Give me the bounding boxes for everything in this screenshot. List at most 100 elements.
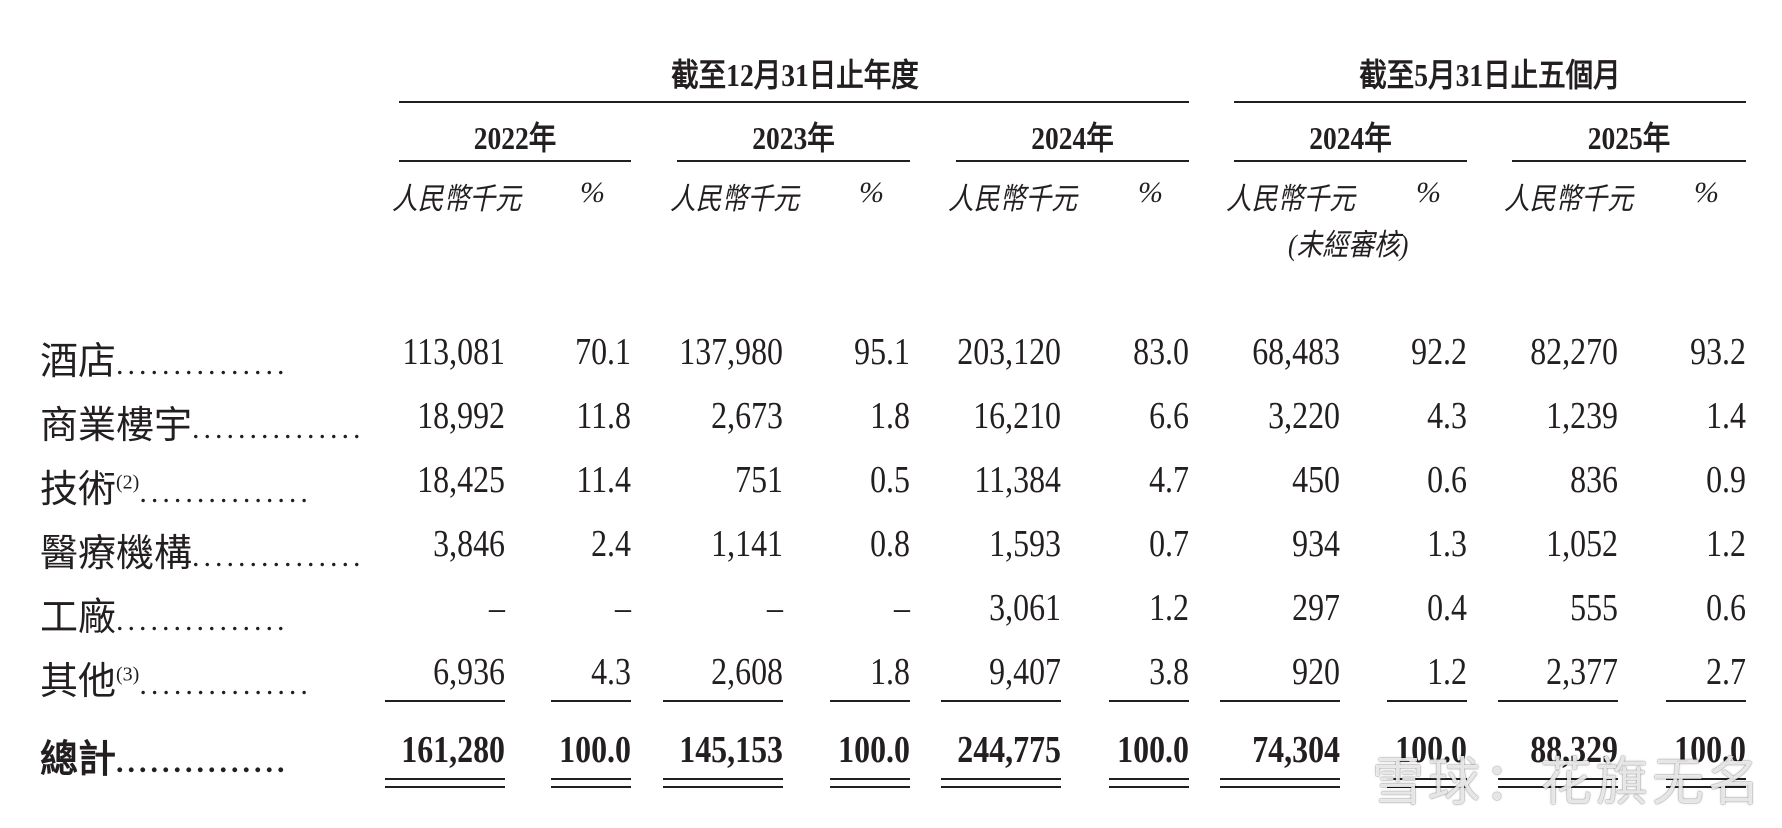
table-cell: 70.1 [575, 331, 631, 373]
total-double-rule [385, 778, 505, 780]
total-double-rule [1109, 786, 1189, 788]
group-rule-annual [399, 101, 1189, 103]
table-cell: 1.2 [1149, 587, 1189, 629]
table-cell: 82,270 [1530, 331, 1618, 373]
subtotal-rule [1220, 700, 1340, 702]
year-rule-2022 [399, 160, 631, 162]
table-cell: 0.6 [1706, 587, 1746, 629]
year-header-2022: 2022年 [473, 120, 557, 156]
table-cell: 18,425 [417, 459, 505, 501]
table-cell: 11.4 [576, 459, 631, 501]
table-cell: 0.6 [1427, 459, 1467, 501]
table-cell: 11,384 [974, 459, 1061, 501]
table-cell: – [615, 587, 631, 629]
table-cell: 0.4 [1427, 587, 1467, 629]
pct-label-2024-annual: % [1138, 176, 1163, 209]
total-cell: 88,329 [1530, 729, 1618, 771]
unaudited-note: (未經審核) [1288, 229, 1409, 262]
table-cell: 3.8 [1149, 651, 1189, 693]
total-double-rule [1666, 778, 1746, 780]
table-cell: 1,141 [711, 523, 783, 565]
row-label-hotel: 酒店............... [40, 341, 289, 383]
total-double-rule [1498, 778, 1618, 780]
total-cell: 100.0 [1395, 729, 1467, 771]
pct-label-2023: % [859, 176, 884, 209]
table-cell: 16,210 [973, 395, 1061, 437]
table-cell: 836 [1570, 459, 1618, 501]
total-double-rule [1387, 786, 1467, 788]
total-cell: 100.0 [1674, 729, 1746, 771]
table-cell: 1.4 [1706, 395, 1746, 437]
total-double-rule [1387, 778, 1467, 780]
table-cell: 3,846 [433, 523, 505, 565]
subtotal-rule [1109, 700, 1189, 702]
row-label-factory: 工廠............... [40, 597, 289, 639]
total-double-rule [830, 778, 910, 780]
unit-label-2023: 人民幣千元 [670, 183, 799, 216]
total-double-rule [1220, 778, 1340, 780]
table-cell: 297 [1292, 587, 1340, 629]
table-cell: 3,061 [989, 587, 1061, 629]
table-cell: 1,593 [989, 523, 1061, 565]
table-cell: 3,220 [1268, 395, 1340, 437]
table-cell: 4.3 [1427, 395, 1467, 437]
total-cell: 145,153 [679, 729, 783, 771]
table-cell: 1.8 [870, 395, 910, 437]
pct-label-2025: % [1694, 176, 1719, 209]
table-cell: 1,052 [1546, 523, 1618, 565]
group-rule-five-months [1234, 101, 1746, 103]
watermark-text: 雪球：花旗无名 [1372, 753, 1765, 813]
table-cell: 920 [1292, 651, 1340, 693]
table-cell: 92.2 [1411, 331, 1467, 373]
year-header-2023: 2023年 [752, 120, 835, 156]
total-double-rule [941, 786, 1061, 788]
total-double-rule [385, 786, 505, 788]
total-double-rule [941, 778, 1061, 780]
table-cell: 0.8 [870, 523, 910, 565]
total-cell: 100.0 [838, 729, 910, 771]
unit-label-2024-period: 人民幣千元 [1226, 183, 1355, 216]
total-cell: 74,304 [1252, 729, 1340, 771]
table-cell: 1.2 [1706, 523, 1746, 565]
year-header-2024-period: 2024年 [1309, 120, 1392, 156]
total-double-rule [1220, 786, 1340, 788]
table-cell: – [489, 587, 505, 629]
total-double-rule [1666, 786, 1746, 788]
table-cell: – [894, 587, 910, 629]
table-cell: 555 [1570, 587, 1618, 629]
group-title-five-months: 截至5月31日止五個月 [1359, 57, 1621, 93]
total-double-rule [663, 786, 783, 788]
table-cell: 450 [1292, 459, 1340, 501]
table-cell: 2,377 [1546, 651, 1618, 693]
table-cell: 0.7 [1149, 523, 1189, 565]
row-label-others: 其他(3)............... [40, 661, 312, 703]
table-cell: 137,980 [679, 331, 783, 373]
table-cell: 113,081 [402, 331, 505, 373]
subtotal-rule [830, 700, 910, 702]
year-header-2025: 2025年 [1587, 120, 1671, 156]
total-double-rule [551, 786, 631, 788]
subtotal-rule [1666, 700, 1746, 702]
table-cell: – [767, 587, 783, 629]
total-double-rule [830, 786, 910, 788]
table-cell: 0.5 [870, 459, 910, 501]
table-cell: 1.2 [1427, 651, 1467, 693]
subtotal-rule [385, 700, 505, 702]
unit-label-2024-annual: 人民幣千元 [948, 183, 1077, 216]
table-cell: 2,673 [711, 395, 783, 437]
table-cell: 6,936 [433, 651, 505, 693]
table-cell: 4.3 [591, 651, 631, 693]
table-cell: 0.9 [1706, 459, 1746, 501]
total-double-rule [663, 778, 783, 780]
year-rule-2024-period [1234, 160, 1467, 162]
table-cell: 93.2 [1690, 331, 1746, 373]
subtotal-rule [941, 700, 1061, 702]
table-cell: 751 [735, 459, 783, 501]
table-cell: 1,239 [1546, 395, 1618, 437]
subtotal-rule [663, 700, 783, 702]
table-cell: 203,120 [957, 331, 1061, 373]
total-double-rule [551, 778, 631, 780]
subtotal-rule [1387, 700, 1467, 702]
unit-label-2025: 人民幣千元 [1504, 183, 1633, 216]
unit-label-2022: 人民幣千元 [392, 183, 521, 216]
